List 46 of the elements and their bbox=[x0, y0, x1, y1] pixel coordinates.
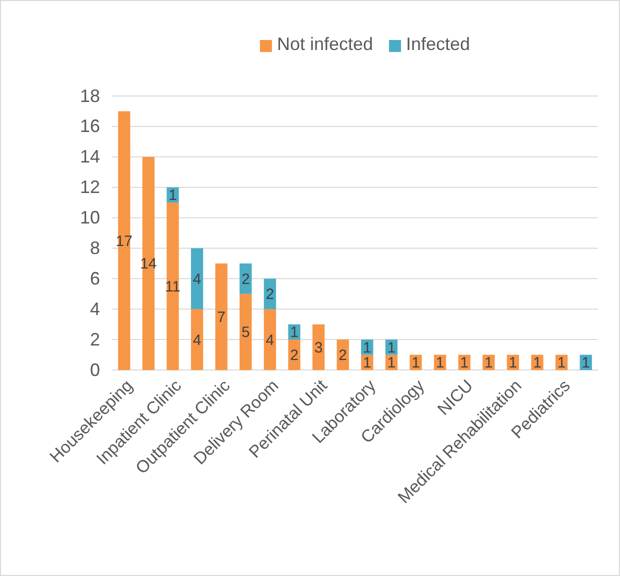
y-tick-label: 8 bbox=[90, 238, 100, 258]
bar bbox=[190, 309, 204, 370]
y-tick-label: 18 bbox=[80, 86, 100, 106]
y-tick-label: 12 bbox=[80, 177, 100, 198]
data-label: 1 bbox=[362, 339, 372, 356]
bar bbox=[142, 156, 155, 370]
bar bbox=[264, 309, 276, 370]
bar bbox=[166, 202, 179, 370]
data-label: 1 bbox=[168, 187, 177, 204]
data-label: 2 bbox=[241, 270, 250, 288]
y-tick-label: 16 bbox=[80, 116, 100, 136]
bar bbox=[215, 263, 228, 370]
bar bbox=[288, 340, 300, 370]
data-label: 1 bbox=[362, 354, 372, 372]
y-tick-label: 2 bbox=[90, 329, 100, 350]
data-label: 4 bbox=[266, 332, 274, 349]
bar bbox=[240, 294, 252, 370]
bar bbox=[118, 111, 130, 370]
data-label: 4 bbox=[192, 332, 202, 349]
y-tick-label: 10 bbox=[80, 208, 100, 228]
data-label: 2 bbox=[290, 347, 298, 364]
data-label: 1 bbox=[557, 354, 566, 372]
bar bbox=[190, 248, 204, 310]
y-tick-label: 4 bbox=[90, 298, 100, 319]
y-tick-label: 6 bbox=[90, 268, 100, 288]
bar bbox=[312, 324, 325, 370]
data-label: 4 bbox=[192, 270, 202, 288]
y-tick-label: 0 bbox=[90, 360, 100, 380]
data-label: 1 bbox=[460, 354, 469, 372]
data-label: 1 bbox=[436, 354, 444, 372]
data-label: 3 bbox=[314, 339, 323, 356]
data-label: 1 bbox=[582, 354, 590, 372]
data-label: 2 bbox=[266, 286, 274, 304]
data-label: 1 bbox=[508, 354, 518, 372]
legend-label: Not infected bbox=[276, 34, 374, 54]
y-tick-label: 14 bbox=[80, 146, 100, 167]
data-label: 1 bbox=[387, 339, 396, 356]
data-label: 1 bbox=[533, 354, 542, 372]
data-label: 1 bbox=[290, 324, 298, 342]
legend-label: Infected bbox=[406, 34, 470, 54]
data-label: 7 bbox=[217, 308, 226, 326]
data-label: 2 bbox=[338, 347, 348, 364]
data-label: 5 bbox=[241, 324, 250, 342]
data-label: 1 bbox=[412, 354, 420, 372]
data-label: 1 bbox=[387, 354, 396, 372]
data-label: 1 bbox=[484, 354, 493, 372]
